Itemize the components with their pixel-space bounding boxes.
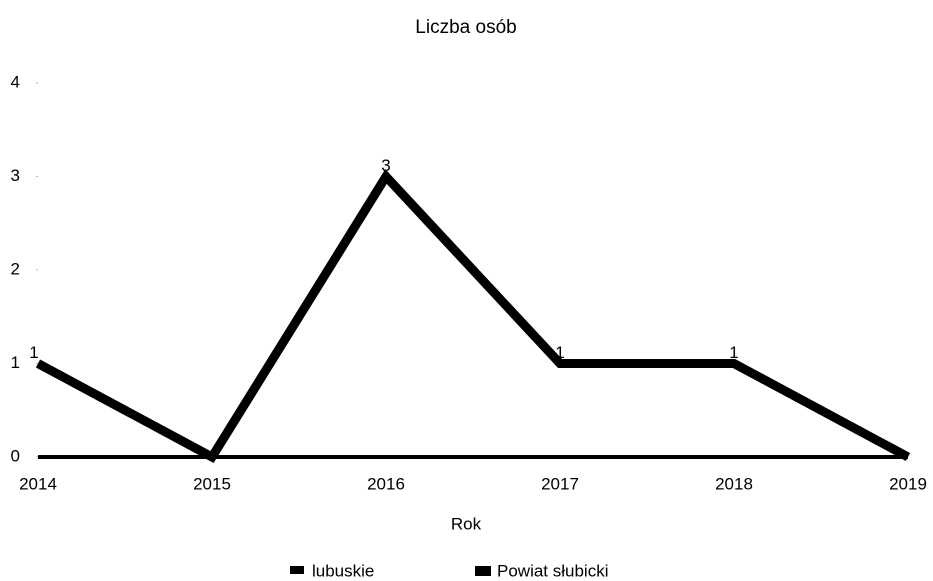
data-label: 1 bbox=[729, 343, 738, 362]
data-label: 1 bbox=[29, 343, 38, 362]
y-tick-label: 0 bbox=[11, 446, 20, 465]
x-tick-label: 2014 bbox=[19, 474, 57, 493]
series-line bbox=[35, 169, 911, 463]
y-tick-label: 4 bbox=[11, 72, 20, 91]
y-tick-label: 1 bbox=[11, 353, 20, 372]
legend-swatch bbox=[475, 566, 491, 576]
y-tick-label: 2 bbox=[11, 259, 20, 278]
legend-label: lubuskie bbox=[312, 561, 374, 580]
x-tick-label: 2015 bbox=[193, 474, 231, 493]
x-tick-label: 2019 bbox=[889, 474, 927, 493]
data-label: 3 bbox=[381, 156, 390, 175]
x-tick-label: 2017 bbox=[541, 474, 579, 493]
data-label: 1 bbox=[555, 343, 564, 362]
legend-swatch bbox=[290, 566, 304, 574]
x-tick-label: 2016 bbox=[367, 474, 405, 493]
x-axis-label: Rok bbox=[451, 514, 482, 533]
x-tick-label: 2018 bbox=[715, 474, 753, 493]
chart-title: Liczba osób bbox=[415, 17, 516, 38]
y-tick-label: 3 bbox=[11, 166, 20, 185]
legend-label: Powiat słubicki bbox=[497, 561, 609, 580]
